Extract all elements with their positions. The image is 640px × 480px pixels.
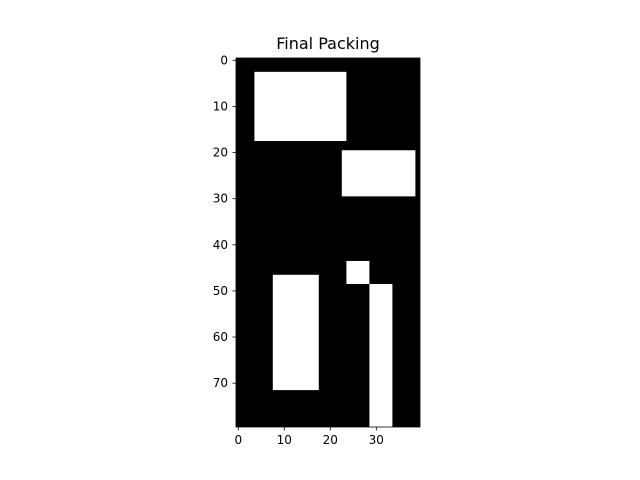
y-axis: 0 10 20 30 40 50 60 70 (213, 53, 236, 390)
packed-item-3 (346, 260, 370, 285)
packed-item-5 (369, 284, 393, 427)
packed-item-1 (254, 71, 347, 142)
x-tick-label: 10 (277, 433, 292, 447)
y-tick-label: 10 (213, 99, 228, 113)
y-tick-label: 0 (220, 53, 228, 67)
x-axis: 0 10 20 30 (234, 427, 384, 447)
x-tick-label: 20 (323, 433, 338, 447)
x-tick-label: 30 (369, 433, 384, 447)
y-tick-label: 60 (213, 330, 228, 344)
chart-title: Final Packing (276, 34, 380, 53)
packed-item-2 (341, 150, 416, 197)
plot-area (235, 57, 421, 428)
y-tick-label: 50 (213, 284, 228, 298)
y-tick-label: 70 (213, 376, 228, 390)
x-tick-label: 0 (234, 433, 242, 447)
y-tick-label: 20 (213, 146, 228, 160)
packed-item-4 (272, 274, 319, 391)
plot-frame (235, 57, 421, 428)
y-tick-label: 40 (213, 238, 228, 252)
y-tick-label: 30 (213, 192, 228, 206)
